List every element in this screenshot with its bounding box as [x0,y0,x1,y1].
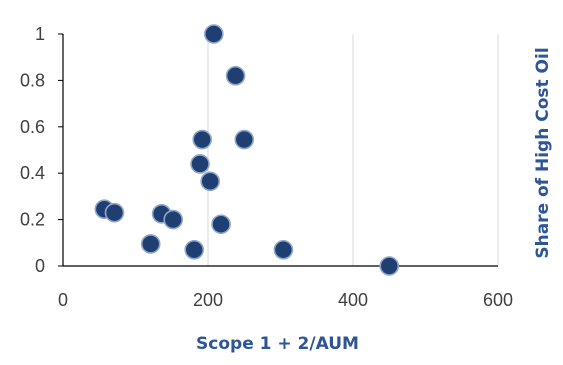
data-point-12 [184,239,205,260]
data-point-5 [200,171,220,192]
data-point-0 [204,24,224,44]
x-tick-label-1: 200 [193,290,223,310]
data-point-10 [211,214,231,235]
y-tick-label-3: 0.6 [20,117,45,137]
y-tick-label-0: 0 [35,256,45,276]
y-tick-label-5: 1 [35,24,45,44]
gridlines [207,34,499,266]
data-point-3 [234,129,255,150]
x-tick-label-0: 0 [58,290,68,310]
y-tick-label-1: 0.2 [20,210,45,230]
data-point-9 [163,209,183,230]
tick-labels: 0 0.2 0.4 0.6 0.8 1 0 200 400 600 [20,24,513,310]
x-tick-label-3: 600 [483,290,513,310]
data-point-7 [104,202,125,223]
data-point-11 [140,234,161,254]
data-point-1 [225,65,246,86]
y-tick-label-2: 0.4 [20,163,45,183]
data-point-13 [273,239,294,260]
data-point-14 [379,256,400,276]
y-tick-label-4: 0.8 [20,70,45,90]
data-point-2 [192,129,212,150]
x-axis-title: Scope 1 + 2/AUM [196,334,359,354]
axes [58,33,498,267]
data-point-4 [190,154,210,174]
data-points [94,24,400,276]
y-axis-title: Share of High Cost Oil [533,47,553,258]
x-tick-label-2: 400 [338,290,368,310]
